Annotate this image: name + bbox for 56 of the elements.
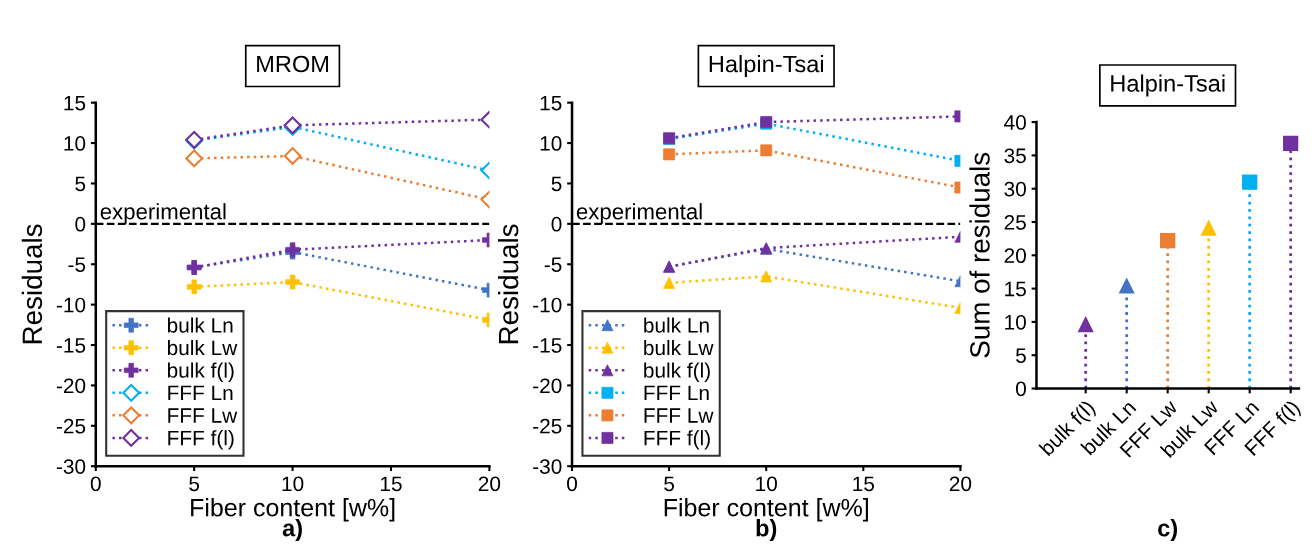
legend-label: bulk Ln — [644, 317, 709, 333]
y-tick-label: 15 — [64, 95, 86, 111]
x-tick-label: 5 — [664, 476, 675, 492]
y-tick-label: -30 — [533, 459, 562, 474]
y-tick-label: 40 — [1004, 115, 1026, 130]
legend-label: bulk Lw — [167, 339, 238, 356]
x-tick-label: 10 — [282, 476, 304, 492]
y-tick-label: 15 — [1005, 281, 1026, 297]
y-axis-title: Sum of residuals — [969, 152, 990, 358]
y-tick-label: 5 — [1016, 348, 1026, 363]
x-tick-label: 15 — [380, 476, 402, 492]
y-tick-label: -15 — [533, 338, 562, 353]
y-tick-label: 10 — [1005, 314, 1026, 330]
x-tick-label: 5 — [189, 476, 200, 492]
y-tick-label: -25 — [56, 418, 86, 434]
y-tick-label: 25 — [1004, 215, 1026, 230]
chart-title: Halpin-Tsai — [709, 55, 824, 78]
y-tick-label: -5 — [68, 257, 86, 272]
legend-label: bulk f(l) — [644, 362, 710, 382]
y-tick-label: -20 — [533, 378, 562, 394]
y-tick-label: 15 — [540, 95, 562, 111]
y-tick-label: -5 — [544, 257, 562, 272]
ref-line-label: experimental — [100, 203, 226, 224]
x-tick-label: 20 — [478, 476, 501, 492]
y-tick-label: 5 — [75, 176, 86, 192]
y-tick-label: -25 — [533, 418, 562, 434]
y-tick-label: -30 — [56, 459, 86, 474]
legend-label: FFF Ln — [168, 385, 233, 401]
y-axis-title: Residuals — [21, 224, 43, 344]
y-tick-label: 10 — [540, 136, 562, 151]
y-tick-label: -20 — [56, 378, 86, 394]
x-tick-label: 10 — [756, 476, 777, 492]
y-tick-label: 20 — [1004, 248, 1026, 264]
legend-label: FFF Ln — [644, 385, 709, 401]
y-tick-label: 5 — [551, 176, 562, 192]
x-tick-label: 0 — [567, 476, 578, 492]
y-tick-label: 35 — [1004, 148, 1026, 164]
y-tick-label: -10 — [533, 297, 562, 313]
y-tick-label: 0 — [75, 216, 86, 232]
x-tick-label: 15 — [853, 476, 875, 492]
y-axis-title: Residuals — [497, 224, 519, 344]
chart-title: Halpin-Tsai — [1111, 74, 1225, 97]
y-tick-label: 10 — [64, 136, 86, 151]
y-tick-label: 0 — [1015, 381, 1026, 397]
y-tick-label: 30 — [1004, 181, 1026, 197]
legend-label: bulk f(l) — [167, 362, 234, 382]
y-tick-label: -15 — [56, 338, 86, 353]
chart-title: MROM — [257, 55, 329, 73]
ref-line-label: experimental — [576, 203, 702, 224]
y-tick-label: -10 — [56, 297, 86, 313]
x-tick-label: 0 — [90, 476, 101, 492]
y-tick-label: 0 — [551, 216, 562, 232]
legend-label: bulk Ln — [167, 317, 233, 333]
text: c) — [1158, 519, 1177, 542]
x-tick-label: 20 — [949, 476, 972, 492]
legend-label: bulk Lw — [644, 339, 714, 356]
